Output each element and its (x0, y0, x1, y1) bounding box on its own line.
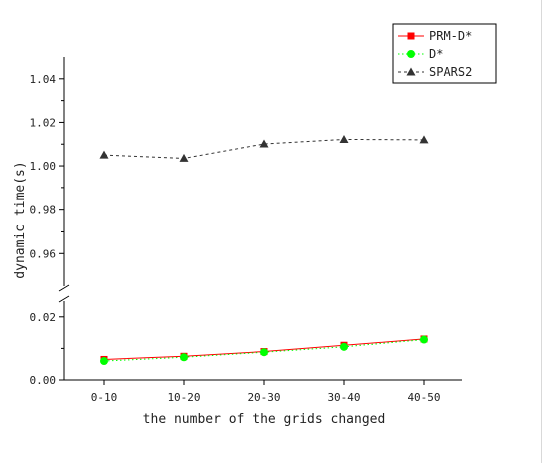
y-axis-title: dynamic time(s) (13, 161, 28, 278)
y-tick-label: 1.00 (30, 160, 57, 173)
x-tick-label: 40-50 (407, 391, 440, 404)
legend-marker (407, 50, 415, 58)
legend-label: SPARS2 (429, 65, 472, 79)
image-border (541, 0, 542, 463)
data-point (420, 335, 428, 344)
data-point (340, 342, 348, 351)
y-tick-label: 0.96 (30, 247, 57, 260)
axis-break-mark (58, 284, 70, 292)
y-tick-label: 0.02 (30, 311, 57, 324)
legend-label: PRM-D* (429, 29, 472, 43)
x-tick-label: 30-40 (327, 391, 360, 404)
x-axis-title: the number of the grids changed (143, 412, 386, 427)
y-tick-label: 0.00 (30, 374, 57, 387)
y-tick-label: 0.98 (30, 204, 57, 217)
legend-label: D* (429, 47, 443, 61)
data-point (179, 153, 189, 162)
data-point (99, 150, 109, 159)
data-point (419, 135, 429, 144)
data-point (259, 139, 269, 148)
data-point (339, 134, 349, 143)
legend-marker (407, 32, 415, 40)
x-tick-label: 20-30 (247, 391, 280, 404)
axis-break-mark (58, 295, 70, 303)
data-point (100, 357, 108, 366)
x-tick-label: 0-10 (91, 391, 118, 404)
y-tick-label: 1.04 (30, 73, 57, 86)
data-point (260, 348, 268, 357)
y-tick-label: 1.02 (30, 116, 57, 129)
legend-marker (406, 67, 416, 76)
x-tick-label: 10-20 (167, 391, 200, 404)
data-point (180, 353, 188, 362)
